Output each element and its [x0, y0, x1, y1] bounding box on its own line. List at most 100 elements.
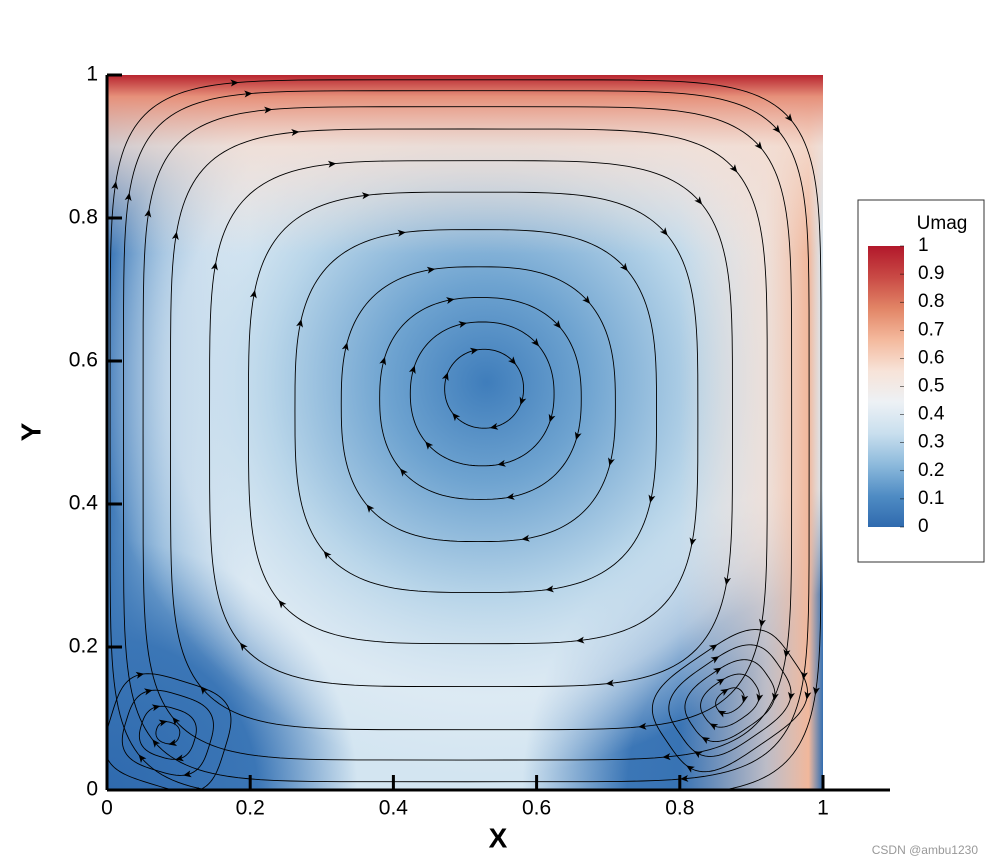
- stream-arrow: [689, 537, 697, 546]
- colorbar-tick-label: 0.3: [918, 432, 944, 453]
- x-tick-label: 0.6: [522, 797, 551, 820]
- streamline: [684, 659, 776, 743]
- stream-arrow: [264, 106, 273, 114]
- stream-arrow: [605, 679, 615, 687]
- stream-arrow: [239, 642, 248, 652]
- stream-arrow: [278, 600, 287, 609]
- stream-arrow: [158, 719, 168, 727]
- stream-arrow: [608, 457, 615, 467]
- stream-arrow: [175, 754, 184, 762]
- streamline: [715, 687, 745, 714]
- stream-arrow: [548, 413, 556, 423]
- stream-arrow: [729, 164, 738, 173]
- stream-arrow: [582, 295, 591, 304]
- stream-arrow: [638, 722, 647, 730]
- streamline: [247, 191, 699, 645]
- stream-arrow: [804, 691, 812, 700]
- stream-arrow: [709, 723, 719, 731]
- streamline: [668, 644, 792, 757]
- colorbar-tick-label: 0.2: [918, 460, 944, 481]
- streamline: [170, 128, 768, 731]
- streamline: [651, 629, 808, 773]
- y-tick-label: 1: [86, 63, 98, 86]
- stream-arrow: [648, 494, 656, 504]
- streamline: [107, 673, 232, 790]
- stream-arrow: [521, 534, 530, 542]
- stream-arrow: [361, 192, 371, 200]
- y-tick-label: 0.8: [69, 206, 98, 229]
- y-tick-label: 0.6: [69, 349, 98, 372]
- stream-arrow: [519, 396, 527, 406]
- colorbar-tick-label: 0.7: [918, 319, 944, 340]
- streamline: [340, 266, 616, 543]
- streamline: [700, 673, 760, 728]
- stream-arrow: [662, 753, 671, 761]
- stream-arrow: [171, 231, 179, 241]
- stream-arrow: [576, 636, 585, 644]
- stream-arrow: [244, 90, 253, 98]
- stream-arrow: [553, 320, 561, 329]
- streamline: [379, 297, 582, 500]
- colorbar-tick-label: 0.1: [918, 488, 944, 509]
- stream-arrow: [724, 576, 732, 586]
- y-tick-label: 0: [86, 778, 98, 801]
- stream-arrow: [151, 704, 161, 712]
- stream-arrow: [693, 751, 703, 759]
- x-tick-label: 1: [817, 797, 829, 820]
- stream-arrow: [249, 289, 257, 299]
- stream-arrow: [291, 128, 300, 136]
- stream-arrow: [716, 678, 725, 686]
- stream-arrow: [341, 342, 349, 351]
- stream-arrow: [489, 422, 499, 430]
- stream-arrow: [719, 688, 729, 696]
- stream-arrow: [144, 688, 153, 696]
- stream-arrow: [710, 656, 720, 664]
- stream-arrow: [758, 618, 766, 628]
- stream-arrow: [408, 365, 416, 375]
- stream-arrow: [619, 262, 628, 272]
- colorbar: [868, 246, 904, 527]
- stream-arrow: [441, 372, 449, 382]
- stream-arrow: [152, 739, 161, 748]
- stream-arrow: [531, 337, 540, 347]
- stream-arrow: [452, 412, 461, 422]
- x-tick-label: 0.8: [665, 797, 694, 820]
- stream-arrow: [366, 504, 375, 513]
- streamline: [294, 229, 657, 593]
- stream-arrow: [426, 266, 436, 274]
- watermark: CSDN @ambu1230: [872, 843, 979, 857]
- stream-arrow: [230, 79, 239, 87]
- x-tick-label: 0.4: [379, 797, 409, 820]
- y-tick-label: 0.2: [69, 635, 98, 658]
- stream-arrow: [397, 229, 406, 237]
- x-tick-label: 0: [101, 797, 113, 820]
- colorbar-tick-label: 0.5: [918, 376, 944, 397]
- stream-arrow: [754, 141, 763, 150]
- colorbar-tick-label: 1: [918, 235, 929, 256]
- stream-arrow: [701, 736, 711, 745]
- stream-arrow: [812, 686, 820, 696]
- stream-arrow: [211, 262, 218, 271]
- stream-arrow: [783, 649, 791, 658]
- stream-arrow: [771, 692, 779, 701]
- colorbar-tick-label: 0: [918, 516, 929, 537]
- colorbar-tick-label: 0.4: [918, 404, 945, 425]
- stream-arrow: [508, 356, 517, 365]
- stream-arrow: [323, 550, 332, 560]
- stream-arrow: [296, 319, 303, 328]
- colorbar-tick-label: 0.6: [918, 347, 944, 368]
- stream-arrow: [712, 667, 722, 675]
- stream-arrow: [741, 694, 749, 704]
- stream-arrow: [772, 124, 781, 134]
- stream-arrow: [458, 321, 467, 328]
- stream-arrow: [659, 227, 668, 236]
- stream-arrow: [379, 356, 387, 366]
- stream-arrow: [694, 196, 703, 205]
- stream-arrow: [124, 192, 132, 202]
- x-tick-label: 0.2: [236, 797, 265, 820]
- streamlines: [107, 79, 822, 790]
- stream-arrow: [545, 585, 554, 593]
- stream-arrow: [135, 671, 145, 679]
- stream-arrow: [784, 113, 793, 122]
